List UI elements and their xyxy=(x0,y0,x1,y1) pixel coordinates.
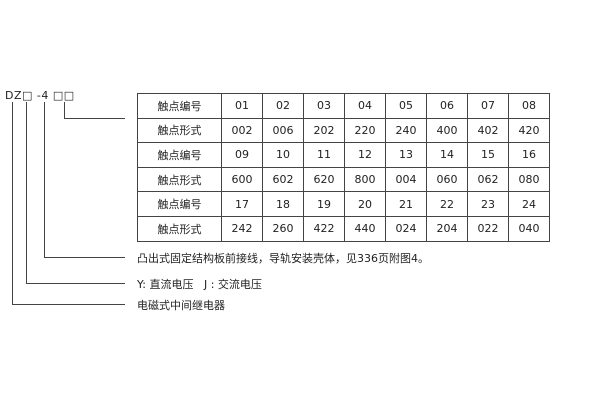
table-cell: 12 xyxy=(344,142,386,168)
table-cell: 11 xyxy=(303,142,345,168)
leader-line xyxy=(26,102,27,283)
row-header: 触点形式 xyxy=(137,215,222,242)
table-row: 触点形式 002 006 202 220 240 400 402 420 xyxy=(137,117,550,144)
table-cell: 440 xyxy=(344,215,386,242)
table-cell: 422 xyxy=(303,215,345,242)
table-cell: 022 xyxy=(467,215,509,242)
table-cell: 080 xyxy=(508,166,550,193)
table-row: 触点形式 600 602 620 800 004 060 062 080 xyxy=(137,166,550,193)
table-cell: 260 xyxy=(262,215,304,242)
note-structure: 凸出式固定结构板前接线，导轨安装壳体，见336页附图4。 xyxy=(137,252,429,265)
table-row: 触点形式 242 260 422 440 024 204 022 040 xyxy=(137,215,550,242)
note-type: 电磁式中间继电器 xyxy=(137,299,225,312)
leader-line xyxy=(64,102,65,118)
table-cell: 20 xyxy=(344,191,386,217)
row-header: 触点形式 xyxy=(137,166,222,193)
table-cell: 08 xyxy=(508,93,550,119)
table-cell: 01 xyxy=(221,93,263,119)
contact-table: 触点编号 01 02 03 04 05 06 07 08 触点形式 002 006 202 220 240 4… xyxy=(137,93,550,242)
table-cell: 800 xyxy=(344,166,386,193)
table-cell: 22 xyxy=(426,191,468,217)
table-cell: 07 xyxy=(467,93,509,119)
table-cell: 060 xyxy=(426,166,468,193)
table-cell: 05 xyxy=(385,93,427,119)
table-cell: 17 xyxy=(221,191,263,217)
table-cell: 024 xyxy=(385,215,427,242)
table-cell: 21 xyxy=(385,191,427,217)
leader-line xyxy=(12,102,13,304)
table-cell: 06 xyxy=(426,93,468,119)
table-cell: 09 xyxy=(221,142,263,168)
table-cell: 15 xyxy=(467,142,509,168)
table-cell: 03 xyxy=(303,93,345,119)
table-cell: 620 xyxy=(303,166,345,193)
table-cell: 24 xyxy=(508,191,550,217)
table-row: 触点编号 17 18 19 20 21 22 23 24 xyxy=(137,191,550,217)
table-cell: 16 xyxy=(508,142,550,168)
model-code: DZ□ -4 □□ xyxy=(5,89,75,102)
table-cell: 420 xyxy=(508,117,550,144)
table-cell: 600 xyxy=(221,166,263,193)
table-cell: 040 xyxy=(508,215,550,242)
table-row: 触点编号 01 02 03 04 05 06 07 08 xyxy=(137,93,550,119)
row-header: 触点编号 xyxy=(137,191,222,217)
row-header: 触点形式 xyxy=(137,117,222,144)
table-cell: 400 xyxy=(426,117,468,144)
leader-line xyxy=(44,257,125,258)
table-cell: 602 xyxy=(262,166,304,193)
table-cell: 006 xyxy=(262,117,304,144)
leader-line xyxy=(12,304,125,305)
table-cell: 204 xyxy=(426,215,468,242)
table-cell: 04 xyxy=(344,93,386,119)
table-cell: 18 xyxy=(262,191,304,217)
table-cell: 062 xyxy=(467,166,509,193)
table-cell: 242 xyxy=(221,215,263,242)
table-cell: 202 xyxy=(303,117,345,144)
leader-line xyxy=(64,118,125,119)
table-cell: 402 xyxy=(467,117,509,144)
table-cell: 004 xyxy=(385,166,427,193)
table-cell: 14 xyxy=(426,142,468,168)
table-cell: 19 xyxy=(303,191,345,217)
row-header: 触点编号 xyxy=(137,93,222,119)
table-cell: 002 xyxy=(221,117,263,144)
row-header: 触点编号 xyxy=(137,142,222,168)
table-row: 触点编号 09 10 11 12 13 14 15 16 xyxy=(137,142,550,168)
table-cell: 240 xyxy=(385,117,427,144)
table-cell: 02 xyxy=(262,93,304,119)
table-cell: 10 xyxy=(262,142,304,168)
table-cell: 220 xyxy=(344,117,386,144)
table-cell: 23 xyxy=(467,191,509,217)
table-cell: 13 xyxy=(385,142,427,168)
leader-line xyxy=(44,102,45,257)
note-voltage: Y: 直流电压 J : 交流电压 xyxy=(137,278,262,291)
leader-line xyxy=(26,283,125,284)
